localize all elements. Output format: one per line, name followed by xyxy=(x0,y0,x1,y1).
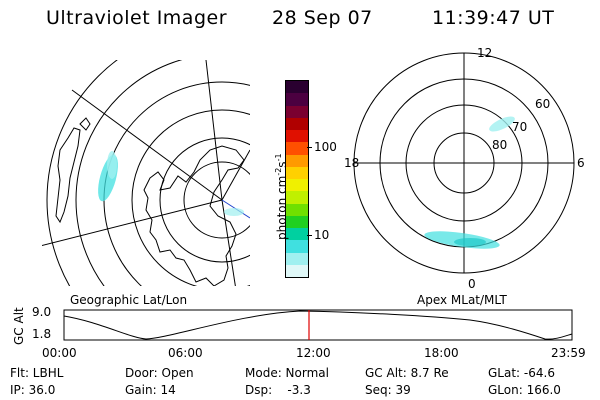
colorbar-tick-label: 100 xyxy=(314,140,337,154)
seq-label: Seq: 39 xyxy=(365,383,411,397)
meridian-line xyxy=(71,89,223,201)
date-label: 28 Sep 07 xyxy=(272,7,373,29)
colorbar-segment xyxy=(286,252,308,265)
lat-circle xyxy=(131,109,250,286)
glat-label: GLat: -64.6 xyxy=(488,366,555,380)
colorbar-segment xyxy=(286,154,308,167)
mlt-label-6: 6 xyxy=(577,156,585,170)
colorbar-segment xyxy=(286,228,308,241)
colorbar-segment xyxy=(286,130,308,143)
timeline-y-top: 9.0 xyxy=(32,305,52,319)
timeline-tick: 00:00 xyxy=(42,346,77,360)
colorbar-tick xyxy=(307,235,312,236)
colorbar-segment xyxy=(286,179,308,192)
colorbar-tick-label: 10 xyxy=(314,228,330,242)
coastline xyxy=(55,127,81,224)
mlat-label-80: 80 xyxy=(492,138,508,152)
colorbar-tick xyxy=(307,147,312,148)
colorbar-segment xyxy=(286,142,308,155)
colorbar-segment xyxy=(286,191,308,204)
colorbar-segment xyxy=(286,93,308,106)
gain-label: Gain: 14 xyxy=(125,383,176,397)
time-label: 11:39:47 UT xyxy=(432,7,555,29)
timeline-tick: 12:00 xyxy=(296,346,331,360)
timeline-y-bottom: 1.8 xyxy=(32,327,52,341)
glon-label: GLon: 166.0 xyxy=(488,383,561,397)
ip-label: IP: 36.0 xyxy=(10,383,56,397)
lat-circle xyxy=(46,60,118,286)
aurora-emission xyxy=(98,151,244,216)
dsp-label: Dsp: -3.3 xyxy=(245,383,311,397)
colorbar-segment xyxy=(286,240,308,253)
meridian-line xyxy=(221,149,250,201)
colorbar-segment xyxy=(286,166,308,179)
lat-circle xyxy=(183,161,250,239)
polar-mlt-plot xyxy=(353,52,575,274)
right-panel-label: Apex MLat/MLT xyxy=(417,293,507,307)
aurora-emission xyxy=(424,116,515,249)
timeline-tick: 06:00 xyxy=(168,346,203,360)
coastline xyxy=(143,145,245,286)
mlat-label-70: 70 xyxy=(512,120,528,134)
altitude-curve xyxy=(63,310,573,340)
left-panel-label: Geographic Lat/Lon xyxy=(70,293,188,307)
meridian-line xyxy=(221,199,236,286)
meridian-line xyxy=(42,199,223,247)
meridian-line xyxy=(205,60,223,201)
color-scale-bar xyxy=(285,80,309,278)
lat-circle xyxy=(103,81,250,286)
mlt-label-0: 0 xyxy=(468,277,476,291)
colorbar-segment xyxy=(286,105,308,118)
timeline-tick: 18:00 xyxy=(424,346,459,360)
mode-label: Mode: Normal xyxy=(245,366,329,380)
geographic-map xyxy=(42,60,250,286)
lat-circle xyxy=(159,137,250,263)
mlt-label-18: 18 xyxy=(344,156,360,170)
colorbar-segment xyxy=(286,215,308,228)
instrument-title: Ultraviolet Imager xyxy=(46,7,228,29)
mlat-label-60: 60 xyxy=(535,97,551,111)
timeline-tick: 23:59 xyxy=(551,346,586,360)
altitude-timeline xyxy=(63,309,573,341)
timeline-frame xyxy=(63,309,573,341)
filter-label: Flt: LBHL xyxy=(10,366,64,380)
colorbar-segment xyxy=(286,81,308,94)
mlt-label-12: 12 xyxy=(477,46,493,60)
colorbar-segment xyxy=(286,264,308,277)
colorbar-segment xyxy=(286,117,308,130)
colorbar-unit-label: photon cm-2s-1 xyxy=(274,153,289,240)
lat-circle xyxy=(75,60,183,286)
colorbar-segment xyxy=(286,203,308,216)
coastline xyxy=(79,117,91,131)
gc-alt-label: GC Alt: 8.7 Re xyxy=(365,366,449,380)
door-label: Door: Open xyxy=(125,366,194,380)
